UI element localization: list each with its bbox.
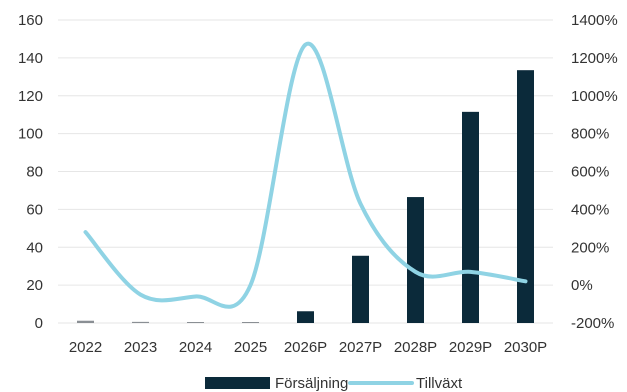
right-tick-label: 1400% <box>571 12 618 29</box>
right-tick-label: 800% <box>571 126 609 143</box>
x-tick-label: 2023 <box>124 339 157 356</box>
x-tick-label: 2028P <box>394 339 437 356</box>
right-axis: -200% 0% 200% 400% 600% 800% 1000% 1200% 1400% <box>571 12 618 332</box>
left-tick-label: 160 <box>18 12 43 29</box>
x-tick-label: 2026P <box>284 339 327 356</box>
bar-2027P <box>352 255 369 323</box>
right-tick-label: 600% <box>571 164 609 181</box>
left-tick-label: 40 <box>26 239 43 256</box>
x-tick-label: 2025 <box>234 339 267 356</box>
bar-2024 <box>187 322 204 323</box>
x-tick-label: 2024 <box>179 339 212 356</box>
legend-label-sales: Försäljning <box>275 375 348 392</box>
bar-2028P <box>407 197 424 323</box>
left-tick-label: 100 <box>18 126 43 143</box>
right-tick-label: 400% <box>571 201 609 218</box>
growth-line <box>83 41 528 309</box>
left-tick-label: 20 <box>26 277 43 294</box>
bar-2029P <box>462 111 479 323</box>
x-tick-label: 2029P <box>449 339 492 356</box>
right-tick-label: 0% <box>571 277 593 294</box>
bar-2025 <box>242 322 259 323</box>
legend: Försäljning Tillväxt <box>205 375 463 392</box>
x-tick-label: 2030P <box>504 339 547 356</box>
x-tick-label: 2027P <box>339 339 382 356</box>
left-tick-label: 0 <box>35 315 43 332</box>
gridlines <box>58 19 553 324</box>
bar-2023 <box>132 321 149 323</box>
bars <box>77 70 534 323</box>
x-tick-label: 2022 <box>69 339 102 356</box>
right-tick-label: -200% <box>571 315 614 332</box>
bar-2030P <box>517 70 534 323</box>
bar-2022 <box>77 320 94 323</box>
growth-line-path <box>83 41 528 309</box>
legend-swatch-bar <box>205 377 270 389</box>
right-tick-label: 200% <box>571 239 609 256</box>
left-tick-label: 60 <box>26 201 43 218</box>
right-tick-label: 1000% <box>571 88 618 105</box>
left-tick-label: 140 <box>18 50 43 67</box>
right-tick-label: 1200% <box>571 50 618 67</box>
left-tick-label: 80 <box>26 164 43 181</box>
legend-label-growth: Tillväxt <box>416 375 463 392</box>
x-axis: 2022 2023 2024 2025 2026P 2027P 2028P 2029P 2030… <box>69 339 547 356</box>
left-axis: 0 20 40 60 80 100 120 140 160 <box>18 12 43 332</box>
bar-2026P <box>297 311 314 323</box>
left-tick-label: 120 <box>18 88 43 105</box>
